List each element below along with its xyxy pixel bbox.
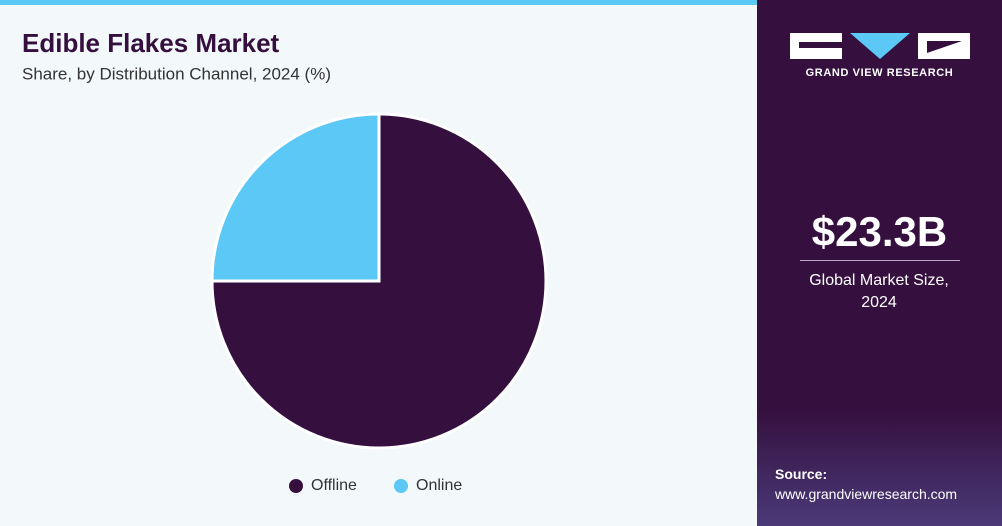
market-size: $23.3B — [811, 208, 948, 255]
sidebar: GRAND VIEW RESEARCH $23.3B Global Market… — [757, 0, 1002, 526]
source-label: Source: — [775, 466, 828, 482]
chart: Edible Flakes Market Share, by Distribut… — [0, 0, 757, 494]
top-bar — [0, 0, 757, 5]
chart-subtitle: Share, by Distribution Channel, 2024 (%) — [22, 64, 331, 83]
logo — [790, 33, 970, 59]
legend-label: Online — [416, 477, 462, 494]
brand: GRAND VIEW RESEARCH — [805, 67, 954, 79]
source-url: www.grandviewresearch.com — [775, 486, 958, 502]
legend-swatch — [394, 479, 408, 493]
pie-slice — [210, 112, 381, 283]
legend-label: Offline — [311, 477, 357, 494]
legend-swatch — [289, 479, 303, 493]
market-size-label: Global Market Size, 2024 — [809, 272, 949, 311]
divider — [800, 260, 960, 261]
chart-title: Edible Flakes Market — [22, 28, 280, 58]
pie-slice — [210, 112, 548, 450]
